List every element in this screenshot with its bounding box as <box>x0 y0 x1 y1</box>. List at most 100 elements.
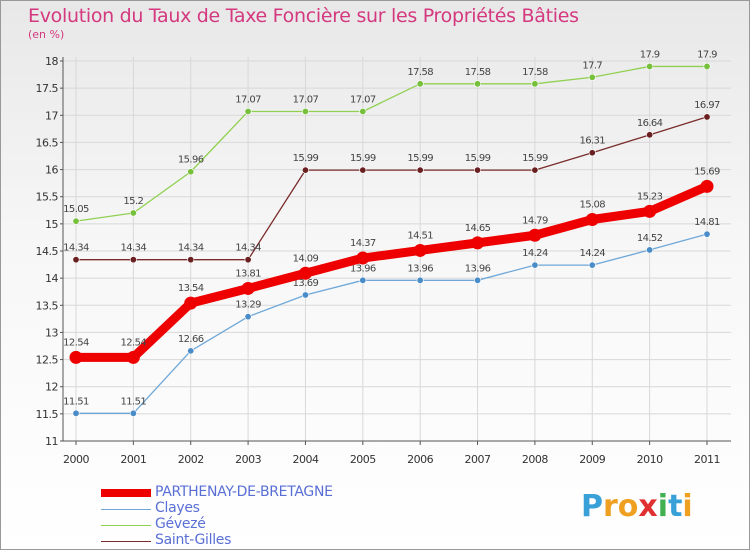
data-label-saint-gilles: 15.99 <box>465 153 491 164</box>
y-tick-label: 16 <box>45 164 58 177</box>
y-tick-label: 15.5 <box>36 191 59 204</box>
data-point-saint-gilles <box>301 166 309 174</box>
data-point-clayes <box>129 409 137 417</box>
data-label-g-vez-: 17.58 <box>465 67 491 78</box>
data-point-parthenay-de-bretagne <box>700 179 714 193</box>
data-label-parthenay-de-bretagne: 12.54 <box>63 337 89 348</box>
data-label-parthenay-de-bretagne: 13.54 <box>178 283 204 294</box>
data-point-g-vez- <box>703 62 711 70</box>
data-point-saint-gilles <box>474 166 482 174</box>
logo-letter: o <box>617 489 639 524</box>
y-tick-label: 11.5 <box>36 408 59 421</box>
data-point-clayes <box>72 409 80 417</box>
data-point-saint-gilles <box>588 149 596 157</box>
data-label-saint-gilles: 15.99 <box>293 153 319 164</box>
y-tick-label: 11 <box>45 435 58 448</box>
data-label-g-vez-: 17.07 <box>293 94 319 105</box>
data-label-g-vez-: 17.9 <box>640 49 660 60</box>
x-tick-label: 2003 <box>235 453 261 466</box>
data-point-g-vez- <box>588 73 596 81</box>
series-line-saint-gilles <box>76 116 708 261</box>
data-point-g-vez- <box>301 107 309 115</box>
x-tick-label: 2006 <box>407 453 433 466</box>
data-point-saint-gilles <box>129 256 137 264</box>
chart-title: Evolution du Taux de Taxe Foncière sur l… <box>28 5 579 27</box>
data-label-parthenay-de-bretagne: 14.79 <box>522 215 548 226</box>
x-tick-label: 2002 <box>178 453 204 466</box>
data-label-clayes: 11.51 <box>121 396 147 407</box>
legend-label-parthenay: PARTHENAY-DE-BRETAGNE <box>155 484 333 500</box>
data-point-saint-gilles <box>359 166 367 174</box>
data-point-parthenay-de-bretagne <box>356 251 370 265</box>
data-point-parthenay-de-bretagne <box>528 228 542 242</box>
data-label-clayes: 14.24 <box>522 248 548 259</box>
data-label-clayes: 13.96 <box>350 263 376 274</box>
legend-label-clayes: Clayes <box>155 500 200 516</box>
logo-letter: P <box>581 489 603 524</box>
data-point-parthenay-de-bretagne <box>126 350 140 364</box>
data-label-saint-gilles: 16.64 <box>637 118 663 129</box>
data-point-saint-gilles <box>187 256 195 264</box>
data-label-saint-gilles: 16.31 <box>579 136 605 147</box>
data-point-g-vez- <box>187 168 195 176</box>
data-point-g-vez- <box>646 62 654 70</box>
data-label-parthenay-de-bretagne: 13.81 <box>235 268 261 279</box>
y-tick-label: 16.5 <box>36 136 59 149</box>
data-label-g-vez-: 17.58 <box>522 67 548 78</box>
data-label-clayes: 11.51 <box>63 396 89 407</box>
legend-label-saint-gilles: Saint-Gilles <box>155 532 232 548</box>
proxiti-logo: Proxiti <box>581 489 693 524</box>
x-tick-label: 2008 <box>522 453 548 466</box>
data-point-clayes <box>187 347 195 355</box>
data-label-parthenay-de-bretagne: 14.37 <box>350 238 376 249</box>
data-point-saint-gilles <box>244 256 252 264</box>
logo-letter: i <box>682 489 693 524</box>
y-tick-label: 12 <box>45 381 58 394</box>
y-tick-label: 13 <box>45 326 58 339</box>
y-tick-label: 17.5 <box>36 82 59 95</box>
data-point-clayes <box>359 276 367 284</box>
data-point-saint-gilles <box>72 256 80 264</box>
x-tick-label: 2001 <box>120 453 146 466</box>
data-label-g-vez-: 17.07 <box>350 94 376 105</box>
data-point-parthenay-de-bretagne <box>643 204 657 218</box>
data-point-clayes <box>531 261 539 269</box>
data-label-clayes: 14.52 <box>637 233 663 244</box>
data-label-parthenay-de-bretagne: 14.51 <box>407 230 433 241</box>
data-label-parthenay-de-bretagne: 15.08 <box>579 200 605 211</box>
x-tick-label: 2009 <box>579 453 605 466</box>
data-label-saint-gilles: 14.34 <box>121 243 147 254</box>
series-line-parthenay-de-bretagne <box>76 182 709 362</box>
data-label-g-vez-: 17.07 <box>235 94 261 105</box>
series-line-g-vez- <box>75 65 707 222</box>
series-line-clayes <box>76 233 708 414</box>
logo-letter: x <box>638 489 658 524</box>
x-tick-label: 2004 <box>292 453 318 466</box>
data-point-parthenay-de-bretagne <box>184 296 198 310</box>
x-tick-label: 2000 <box>63 453 89 466</box>
y-tick-label: 13.5 <box>36 299 59 312</box>
y-tick-label: 14.5 <box>36 245 59 258</box>
data-label-clayes: 13.96 <box>407 263 433 274</box>
data-point-saint-gilles <box>416 166 424 174</box>
data-point-parthenay-de-bretagne <box>298 266 312 280</box>
data-point-parthenay-de-bretagne <box>241 281 255 295</box>
data-label-saint-gilles: 14.34 <box>178 243 204 254</box>
data-label-g-vez-: 17.58 <box>407 67 433 78</box>
data-label-clayes: 13.29 <box>235 300 261 311</box>
data-point-saint-gilles <box>703 113 711 121</box>
data-point-saint-gilles <box>531 166 539 174</box>
data-label-parthenay-de-bretagne: 12.54 <box>121 337 147 348</box>
data-label-g-vez-: 15.96 <box>178 155 204 166</box>
data-label-saint-gilles: 16.97 <box>694 100 720 111</box>
data-point-saint-gilles <box>646 131 654 139</box>
data-label-saint-gilles: 15.99 <box>350 153 376 164</box>
data-label-g-vez-: 17.9 <box>697 49 717 60</box>
data-point-clayes <box>416 276 424 284</box>
legend-label-geveze: Gévezé <box>155 516 206 532</box>
data-point-clayes <box>703 230 711 238</box>
data-point-g-vez- <box>531 80 539 88</box>
logo-letter: t <box>668 489 683 524</box>
